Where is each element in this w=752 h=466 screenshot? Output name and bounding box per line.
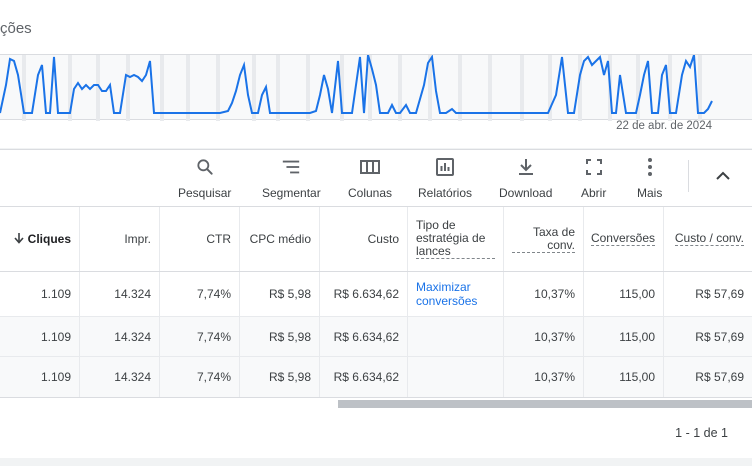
- header-ctr-label: CTR: [206, 232, 231, 246]
- bid-strategy-link[interactable]: Maximizar conversões: [408, 272, 504, 316]
- search-button[interactable]: Pesquisar: [178, 154, 231, 202]
- table-card: Pesquisar Segmentar Colunas Relatórios D…: [0, 149, 752, 458]
- cell-ctr: 7,74%: [160, 317, 240, 356]
- fullscreen-icon: [585, 154, 603, 180]
- header-cost[interactable]: Custo: [320, 207, 408, 271]
- chevron-up-icon: [715, 168, 731, 186]
- chart-weekend-bands: [22, 55, 702, 121]
- table-toolbar: Pesquisar Segmentar Colunas Relatórios D…: [0, 150, 752, 206]
- panel-title: ções: [0, 20, 32, 37]
- header-impr-label: Impr.: [124, 232, 151, 246]
- download-button[interactable]: Download: [499, 154, 552, 202]
- cell-cost-per-conv: R$ 57,69: [695, 370, 744, 384]
- header-cpc[interactable]: CPC médio: [240, 207, 320, 271]
- header-impr[interactable]: Impr.: [80, 207, 160, 271]
- chart-svg: [0, 55, 713, 121]
- cell-impr: 14.324: [80, 272, 160, 316]
- reports-label: Relatórios: [418, 186, 473, 200]
- expand-button[interactable]: Abrir: [581, 154, 606, 202]
- table-header-row: Cliques Impr. CTR CPC médio Custo Tipo d…: [0, 206, 752, 272]
- table-row: 1.109 14.324 7,74% R$ 5,98 R$ 6.634,62 M…: [0, 272, 752, 317]
- header-ctr[interactable]: CTR: [160, 207, 240, 271]
- header-cost-per-conv[interactable]: Custo / conv.: [664, 207, 752, 271]
- header-cost-label: Custo: [367, 232, 399, 246]
- cell-cpc: R$ 5,98: [240, 272, 320, 316]
- header-conv-rate-label: Taxa de conv.: [512, 225, 575, 253]
- more-label: Mais: [637, 186, 663, 200]
- cell-impr: 14.324: [80, 357, 160, 397]
- header-bid-strategy[interactable]: Tipo de estratégia de lances: [408, 207, 504, 271]
- arrow-down-icon: [13, 232, 25, 247]
- expand-label: Abrir: [581, 186, 607, 200]
- cell-cost-per-conv: R$ 57,69: [695, 329, 744, 344]
- columns-button[interactable]: Colunas: [348, 154, 392, 202]
- toolbar-divider: [688, 160, 689, 192]
- chart-panel: ções: [0, 0, 752, 148]
- reports-button[interactable]: Relatórios: [418, 154, 472, 202]
- cell-impr: 14.324: [80, 317, 160, 356]
- chart-date-label: 22 de abr. de 2024: [616, 120, 712, 132]
- download-label: Download: [499, 186, 553, 200]
- cell-bid-strategy: [408, 317, 504, 356]
- cell-conv-rate: 10,37%: [504, 357, 584, 397]
- more-button[interactable]: Mais: [637, 154, 662, 202]
- collapse-button[interactable]: [708, 162, 738, 192]
- table-row: 1.109 14.324 7,74% R$ 5,98 R$ 6.634,62 1…: [0, 357, 752, 398]
- performance-chart[interactable]: [0, 54, 752, 121]
- reports-icon: [435, 154, 455, 180]
- cell-conv-rate: 10,37%: [504, 317, 584, 356]
- more-vert-icon: [647, 154, 653, 180]
- cell-cpc: R$ 5,98: [240, 357, 320, 397]
- cell-conv-rate: 10,37%: [504, 272, 584, 316]
- cell-bid-strategy: [408, 357, 504, 397]
- cell-ctr: 7,74%: [160, 272, 240, 316]
- cell-conversions: 115,00: [584, 317, 664, 356]
- header-clicks-label: Cliques: [27, 232, 71, 246]
- header-conv-rate[interactable]: Taxa de conv.: [504, 207, 584, 271]
- cell-conversions: 115,00: [584, 357, 664, 397]
- download-icon: [516, 154, 536, 180]
- horizontal-scrollbar[interactable]: [338, 400, 752, 408]
- header-cost-per-conv-label: Custo / conv.: [674, 231, 744, 246]
- header-cpc-label: CPC médio: [249, 232, 311, 246]
- header-conversions-label: Conversões: [590, 231, 655, 246]
- pagination-label: 1 - 1 de 1: [675, 426, 728, 440]
- chart-line-clicks: [0, 55, 713, 114]
- segment-button[interactable]: Segmentar: [262, 154, 321, 202]
- cell-cost-per-conv: R$ 57,69: [695, 287, 744, 301]
- segment-icon: [280, 154, 302, 180]
- cell-cost: R$ 6.634,62: [320, 357, 408, 397]
- cell-cpc: R$ 5,98: [240, 317, 320, 356]
- cell-ctr: 7,74%: [160, 357, 240, 397]
- columns-icon: [359, 154, 381, 180]
- header-clicks[interactable]: Cliques: [0, 207, 80, 271]
- header-conversions[interactable]: Conversões: [584, 207, 664, 271]
- cell-cost: R$ 6.634,62: [320, 272, 408, 316]
- columns-label: Colunas: [348, 186, 393, 200]
- search-label: Pesquisar: [178, 186, 232, 200]
- segment-label: Segmentar: [262, 186, 321, 200]
- cell-cost: R$ 6.634,62: [320, 317, 408, 356]
- cell-clicks: 1.109: [0, 272, 80, 316]
- header-bid-strategy-label: Tipo de estratégia de lances: [416, 219, 495, 259]
- cell-conversions: 115,00: [584, 272, 664, 316]
- cell-clicks: 1.109: [0, 317, 80, 356]
- search-icon: [195, 154, 215, 180]
- cell-clicks: 1.109: [0, 357, 80, 397]
- table-row: 1.109 14.324 7,74% R$ 5,98 R$ 6.634,62 1…: [0, 317, 752, 357]
